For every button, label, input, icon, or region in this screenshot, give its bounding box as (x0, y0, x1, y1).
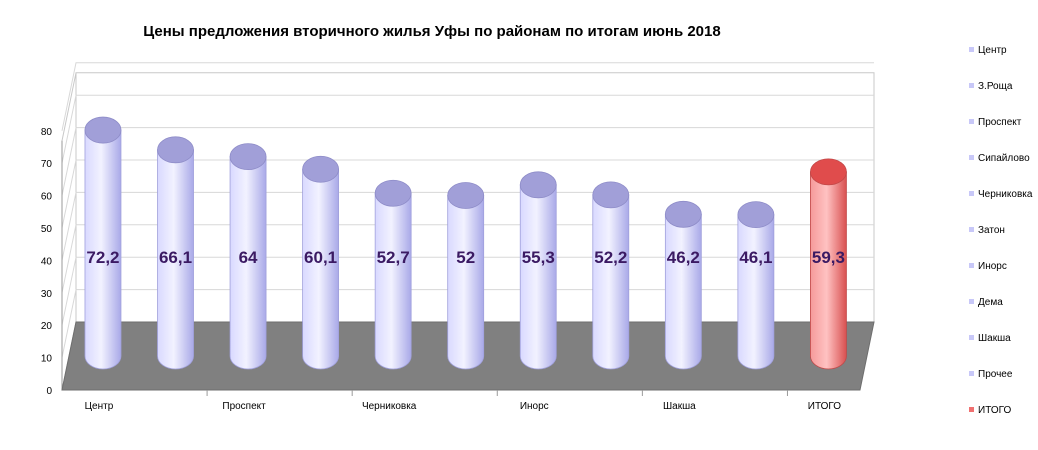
bar-top (447, 182, 485, 209)
bar-body (447, 195, 485, 370)
bar (810, 158, 847, 370)
gridline (61, 127, 874, 196)
data-label: 52,7 (377, 248, 410, 267)
data-label: 64 (239, 248, 258, 267)
bar (374, 179, 412, 370)
data-label: 59,3 (812, 248, 845, 267)
bar-body (84, 129, 122, 370)
y-tick-label: 0 (46, 386, 52, 397)
legend-label: Инорс (978, 261, 1007, 272)
bar-body (302, 168, 340, 370)
bar-top (229, 143, 267, 171)
gridline (61, 159, 874, 229)
bar-top (737, 201, 775, 229)
bar-body (229, 156, 267, 370)
legend-swatch (969, 155, 974, 160)
bar-top (157, 136, 194, 164)
bar (592, 181, 630, 370)
chart-title: Цены предложения вторичного жилья Уфы по… (143, 23, 720, 40)
bar-top (592, 181, 630, 209)
data-label: 60,1 (304, 248, 337, 267)
y-tick-label: 20 (41, 321, 53, 332)
bar (519, 171, 557, 370)
x-tick-label: Черниковка (362, 401, 417, 412)
bar (737, 201, 775, 370)
gridline (61, 62, 874, 131)
y-tick-label: 30 (41, 289, 53, 300)
legend-swatch (969, 335, 974, 340)
legend-swatch (969, 371, 974, 376)
bar-body (810, 171, 847, 370)
bar (447, 182, 485, 370)
data-label: 72,2 (86, 248, 119, 267)
legend-label: Дема (978, 297, 1003, 308)
data-label: 52 (456, 248, 475, 267)
legend-label: Шакша (978, 333, 1011, 344)
legend-label: З.Роща (978, 81, 1013, 92)
bar-body (592, 194, 630, 370)
legend-swatch (969, 263, 974, 268)
legend-swatch (969, 407, 974, 412)
y-tick-label: 70 (41, 159, 53, 170)
gridline (61, 94, 874, 164)
bar (229, 143, 267, 370)
legend-label: Черниковка (978, 189, 1033, 200)
x-tick-label: Проспект (222, 401, 266, 412)
data-label: 46,2 (667, 248, 700, 267)
legend-swatch (969, 299, 974, 304)
bar (84, 116, 122, 370)
legend-label: Затон (978, 225, 1005, 236)
bar-top (302, 155, 340, 183)
legend-swatch (969, 119, 974, 124)
bar (157, 136, 194, 370)
data-label: 55,3 (522, 248, 555, 267)
legend: Центр З.Роща Проспект Сипайлово Черниковка За… (969, 45, 1033, 416)
legend-swatch (969, 191, 974, 196)
bar-body (737, 214, 775, 370)
bar (664, 200, 702, 370)
y-tick-label: 60 (41, 192, 53, 203)
y-tick-label: 50 (41, 224, 53, 235)
data-label: 46,1 (739, 248, 772, 267)
legend-label: Проспект (978, 117, 1022, 128)
y-tick-label: 10 (41, 354, 53, 365)
bar-top (519, 171, 557, 199)
legend-swatch (969, 47, 974, 52)
bar-body (157, 149, 194, 370)
legend-label: Сипайлово (978, 153, 1030, 164)
bar-top (84, 116, 122, 144)
bar-body (374, 192, 412, 370)
x-tick-label: ИТОГО (808, 401, 841, 412)
legend-swatch (969, 227, 974, 232)
legend-swatch (969, 83, 974, 88)
bar (302, 155, 340, 370)
bar-top (664, 200, 702, 228)
data-label: 52,2 (594, 248, 627, 267)
y-tick-label: 40 (41, 256, 53, 267)
bar-body (519, 184, 557, 370)
x-tick-label: Центр (85, 401, 114, 412)
legend-label: ИТОГО (978, 405, 1011, 416)
data-label: 66,1 (159, 248, 192, 267)
bar-top (810, 158, 847, 186)
x-tick-label: Инорс (520, 401, 549, 412)
legend-label: Прочее (978, 369, 1013, 380)
x-tick-label: Шакша (663, 401, 696, 412)
y-tick-label: 80 (41, 127, 53, 138)
legend-label: Центр (978, 45, 1007, 56)
bar-body (664, 213, 702, 370)
bar-top (374, 179, 412, 207)
